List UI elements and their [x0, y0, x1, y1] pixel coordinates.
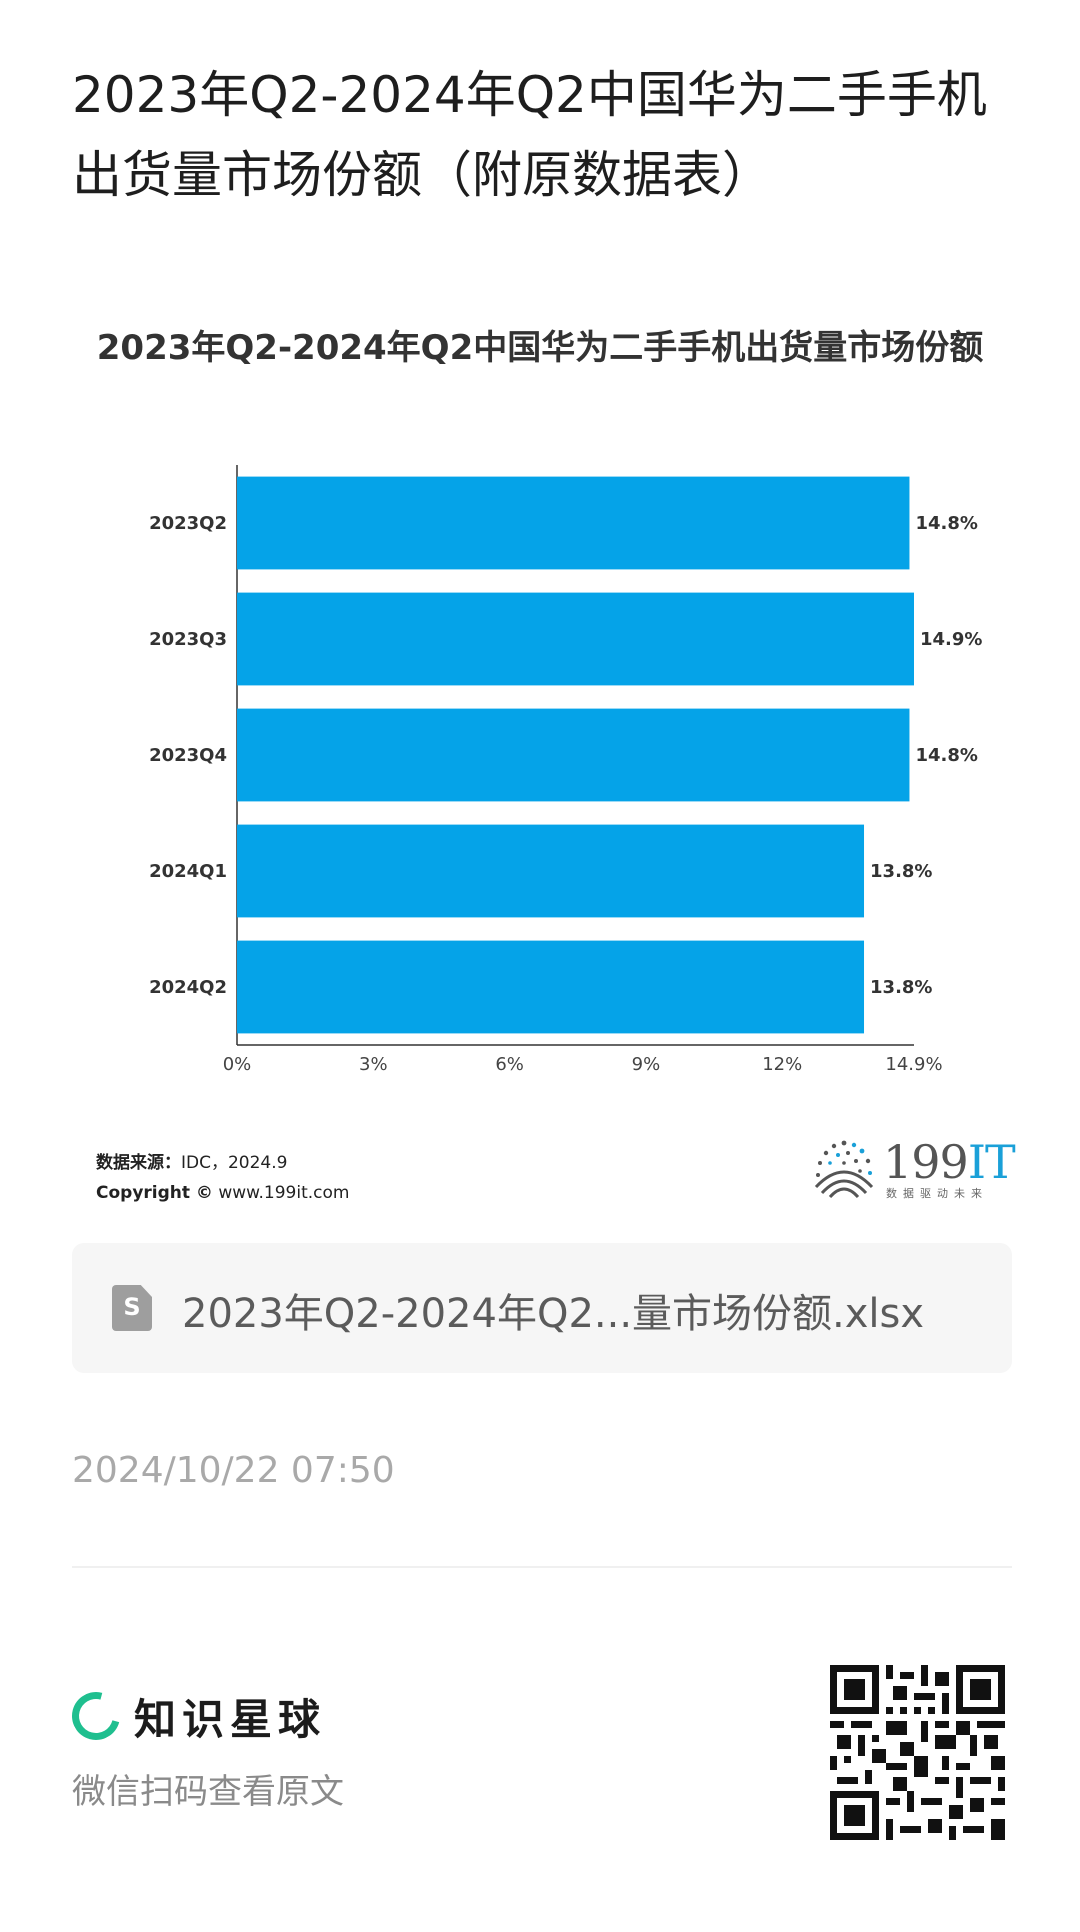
- logo-text: 199IT: [883, 1135, 1016, 1189]
- bar-2023Q4: [237, 708, 910, 802]
- copyright-label: Copyright ©: [96, 1183, 213, 1203]
- x-tick-label: 12%: [762, 1054, 802, 1075]
- x-tick-label: 6%: [495, 1054, 524, 1075]
- zsxq-ring-icon: [63, 1683, 129, 1749]
- bar-2023Q2: [237, 476, 910, 570]
- x-tick-label: 9%: [632, 1054, 661, 1075]
- chart-title: 2023年Q2-2024年Q2中国华为二手手机出货量市场份额: [96, 328, 984, 368]
- attachment-file-card[interactable]: S 2023年Q2-2024年Q2...量市场份额.xlsx: [72, 1243, 1012, 1373]
- chart-card: 2023年Q2-2024年Q2中国华为二手手机出货量市场份额 2023Q2 14.…: [72, 300, 1016, 1220]
- data-label: 13.8%: [870, 977, 932, 998]
- category-label: 2023Q2: [149, 513, 227, 534]
- copyright-site: www.199it.com: [218, 1183, 350, 1203]
- category-label: 2024Q2: [149, 977, 227, 998]
- x-tick-label: 14.9%: [885, 1054, 942, 1075]
- divider: [72, 1566, 1012, 1568]
- dots-flower-icon: [814, 1140, 874, 1199]
- data-label: 14.8%: [915, 513, 977, 534]
- data-label: 14.8%: [915, 745, 977, 766]
- scan-instruction: 微信扫码查看原文: [72, 1772, 344, 1812]
- data-label: 13.8%: [870, 861, 932, 882]
- x-tick-label: 0%: [223, 1054, 252, 1075]
- logo-199it: 199IT 数据驱动未来: [808, 1135, 1016, 1205]
- x-tick-label: 3%: [359, 1054, 388, 1075]
- bar-chart: 2023Q2 14.8% 2023Q3 14.9% 2023Q4 14.8% 2024Q1 1…: [149, 465, 982, 1075]
- chart-source: 数据来源：IDC，2024.9 Copyright © www.199it.co…: [96, 1148, 349, 1208]
- post-timestamp: 2024/10/22 07:50: [72, 1450, 395, 1491]
- bar-2023Q3: [237, 592, 914, 686]
- data-label: 14.9%: [920, 629, 982, 650]
- category-label: 2023Q4: [149, 745, 227, 766]
- qr-code-icon[interactable]: [830, 1665, 1005, 1840]
- attachment-file-name: 2023年Q2-2024年Q2...量市场份额.xlsx: [182, 1291, 925, 1337]
- source-label: 数据来源：: [96, 1153, 181, 1173]
- logo-subtitle: 数据驱动未来: [886, 1187, 988, 1200]
- bar-2024Q2: [237, 940, 865, 1034]
- spreadsheet-file-icon: S: [112, 1285, 152, 1331]
- category-label: 2023Q3: [149, 629, 227, 650]
- bar-2024Q1: [237, 824, 865, 918]
- source-value: IDC，2024.9: [181, 1153, 288, 1173]
- brand-name: 知识星球: [134, 1695, 327, 1744]
- page-title: 2023年Q2-2024年Q2中国华为二手手机出货量市场份额（附原数据表）: [72, 66, 987, 204]
- category-label: 2024Q1: [149, 861, 227, 882]
